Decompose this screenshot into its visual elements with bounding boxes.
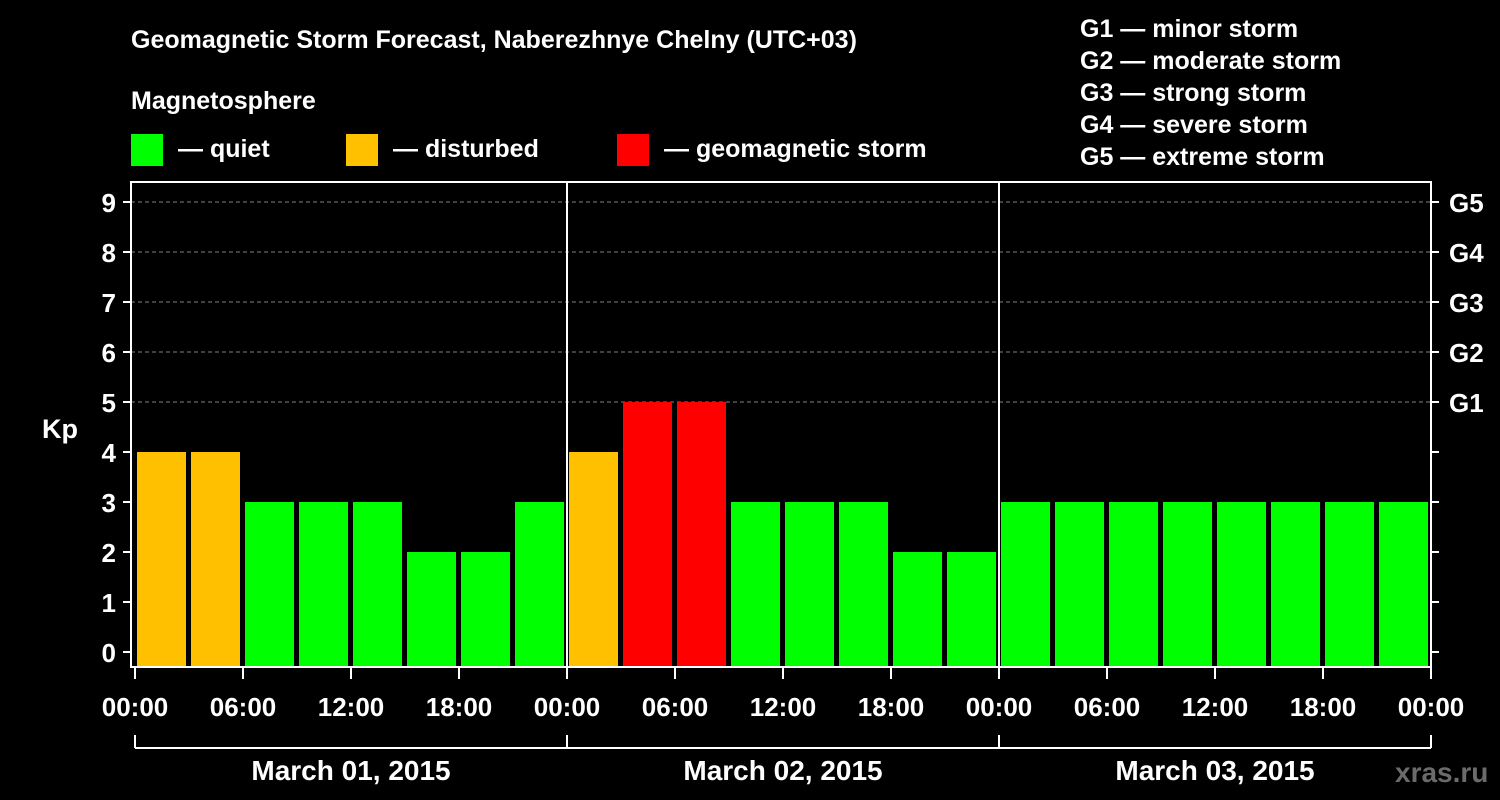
x-tick-label: 06:00: [210, 692, 277, 722]
bars: [137, 402, 1428, 667]
g-scale-axis: G1 G2 G3 G4 G5: [1431, 188, 1484, 653]
kp-bar: [569, 452, 618, 667]
y-axis-label: Kp: [42, 414, 78, 444]
kp-bar: [623, 402, 672, 667]
kp-bar: [461, 552, 510, 667]
kp-bar: [353, 502, 402, 667]
x-tick-label: 00:00: [966, 692, 1033, 722]
kp-bar: [1109, 502, 1158, 667]
x-tick-label: 12:00: [318, 692, 385, 722]
x-tick-label: 12:00: [750, 692, 817, 722]
kp-bar: [1217, 502, 1266, 667]
y-tick-label: 2: [102, 538, 116, 568]
kp-bar: [785, 502, 834, 667]
storm-scale-item: G4 — severe storm: [1080, 111, 1308, 139]
y-tick-label: 5: [102, 388, 116, 418]
legend-swatch: [346, 134, 378, 166]
legend-swatch: [617, 134, 649, 166]
x-tick-label: 06:00: [1074, 692, 1141, 722]
kp-bar: [1163, 502, 1212, 667]
y-tick-label: 0: [102, 638, 116, 668]
legend: — quiet — disturbed — geomagnetic storm: [131, 134, 927, 166]
y-tick-label: 8: [102, 238, 116, 268]
kp-bar: [947, 552, 996, 667]
kp-bar: [515, 502, 564, 667]
legend-label: — geomagnetic storm: [664, 135, 927, 163]
plot-frame: [130, 181, 1432, 668]
x-tick-label: 00:00: [1398, 692, 1465, 722]
kp-bar: [1379, 502, 1428, 667]
legend-label: — quiet: [178, 135, 270, 163]
kp-bar: [1001, 502, 1050, 667]
grid: [131, 201, 1431, 403]
day-label: March 01, 2015: [251, 755, 450, 786]
kp-bar: [1271, 502, 1320, 667]
day-label: March 03, 2015: [1115, 755, 1314, 786]
legend-title: Magnetosphere: [131, 87, 316, 115]
kp-bar: [137, 452, 186, 667]
y-tick-label: 9: [102, 188, 116, 218]
kp-bar: [839, 502, 888, 667]
y-tick-label: 7: [102, 288, 116, 318]
kp-bar: [191, 452, 240, 667]
x-tick-label: 00:00: [102, 692, 169, 722]
storm-scale-item: G1 — minor storm: [1080, 15, 1298, 43]
storm-scale-item: G3 — strong storm: [1080, 79, 1306, 107]
x-tick-label: 12:00: [1182, 692, 1249, 722]
x-tick-label: 18:00: [426, 692, 493, 722]
kp-bar: [1325, 502, 1374, 667]
day-labels: March 01, 2015 March 02, 2015 March 03, 20…: [134, 735, 1432, 786]
x-tick-label: 18:00: [1290, 692, 1357, 722]
kp-bar: [245, 502, 294, 667]
g-scale-label: G3: [1449, 288, 1484, 318]
watermark: xras.ru: [1395, 757, 1488, 788]
kp-bar: [893, 552, 942, 667]
g-scale-label: G5: [1449, 188, 1484, 218]
g-scale-label: G4: [1449, 238, 1484, 268]
y-axis: 0 1 2 3 4 5 6 7 8 9: [102, 188, 131, 668]
y-tick-label: 3: [102, 488, 116, 518]
x-tick-label: 18:00: [858, 692, 925, 722]
y-tick-label: 1: [102, 588, 116, 618]
storm-scale-item: G5 — extreme storm: [1080, 143, 1325, 171]
chart-title: Geomagnetic Storm Forecast, Naberezhnye …: [131, 26, 857, 54]
plot-border: [130, 181, 1432, 668]
day-label: March 02, 2015: [683, 755, 882, 786]
storm-scale-legend: G1 — minor storm G2 — moderate storm G3 — …: [1080, 15, 1341, 171]
x-axis: 00:00 06:00 12:00 18:00 00:00 06:00 12:00 18:00…: [102, 667, 1465, 722]
kp-bar: [731, 502, 780, 667]
kp-bar: [407, 552, 456, 667]
x-tick-label: 00:00: [534, 692, 601, 722]
legend-label: — disturbed: [393, 135, 539, 163]
legend-swatch: [131, 134, 163, 166]
y-tick-label: 6: [102, 338, 116, 368]
x-tick-label: 06:00: [642, 692, 709, 722]
g-scale-label: G1: [1449, 388, 1484, 418]
kp-bar: [1055, 502, 1104, 667]
y-tick-label: 4: [102, 438, 117, 468]
kp-bar: [677, 402, 726, 667]
storm-scale-item: G2 — moderate storm: [1080, 47, 1341, 75]
g-scale-label: G2: [1449, 338, 1484, 368]
kp-bar: [299, 502, 348, 667]
